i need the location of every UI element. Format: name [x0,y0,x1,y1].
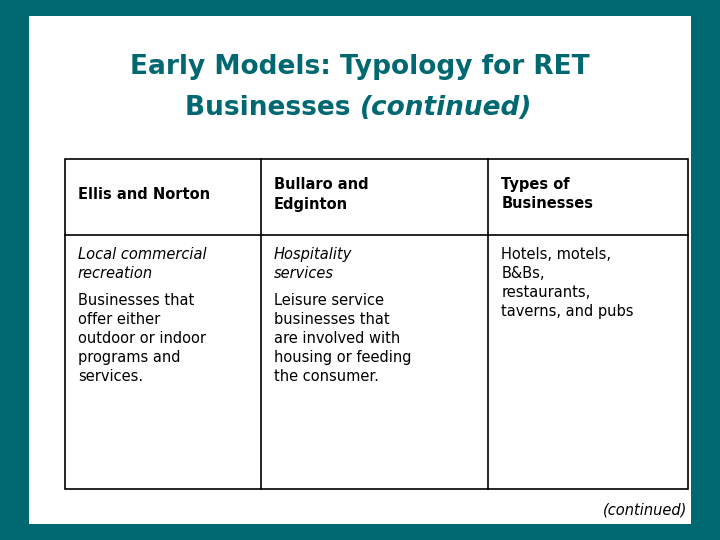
Text: Local commercial
recreation: Local commercial recreation [78,247,207,281]
Text: (continued): (continued) [603,502,688,517]
Text: Bullaro and
Edginton: Bullaro and Edginton [274,177,369,212]
Text: Businesses: Businesses [185,95,360,121]
Text: Hotels, motels,
B&Bs,
restaurants,
taverns, and pubs: Hotels, motels, B&Bs, restaurants, taver… [501,247,634,319]
Text: Hospitality
services: Hospitality services [274,247,352,281]
Text: Ellis and Norton: Ellis and Norton [78,187,210,202]
Text: Businesses that
offer either
outdoor or indoor
programs and
services.: Businesses that offer either outdoor or … [78,293,206,384]
Text: Leisure service
businesses that
are involved with
housing or feeding
the consume: Leisure service businesses that are invo… [274,293,411,384]
FancyBboxPatch shape [29,16,691,524]
Text: (continued): (continued) [360,95,532,121]
Text: Types of
Businesses: Types of Businesses [501,177,593,212]
Text: Early Models: Typology for RET: Early Models: Typology for RET [130,55,590,80]
